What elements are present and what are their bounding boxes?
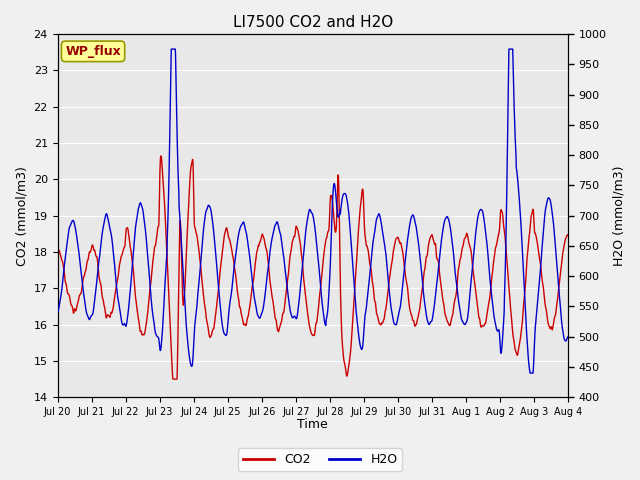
CO2 xyxy=(169,376,177,382)
CO2 xyxy=(461,235,469,241)
Line: H2O: H2O xyxy=(58,49,568,373)
CO2 xyxy=(54,249,61,255)
Legend: CO2, H2O: CO2, H2O xyxy=(237,448,403,471)
H2O xyxy=(168,46,175,52)
H2O xyxy=(339,194,346,200)
CO2 xyxy=(534,242,541,248)
CO2 xyxy=(328,193,335,199)
H2O xyxy=(328,231,335,237)
H2O xyxy=(196,267,204,273)
H2O xyxy=(519,262,527,268)
Title: LI7500 CO2 and H2O: LI7500 CO2 and H2O xyxy=(233,15,393,30)
Y-axis label: H2O (mmol/m3): H2O (mmol/m3) xyxy=(612,166,625,266)
Text: WP_flux: WP_flux xyxy=(65,45,121,58)
CO2 xyxy=(157,153,165,159)
Y-axis label: CO2 (mmol/m3): CO2 (mmol/m3) xyxy=(15,166,28,265)
CO2 xyxy=(564,232,572,238)
H2O xyxy=(526,370,534,376)
H2O xyxy=(564,334,572,339)
CO2 xyxy=(339,345,346,351)
CO2 xyxy=(196,260,204,265)
H2O xyxy=(534,301,541,307)
X-axis label: Time: Time xyxy=(298,419,328,432)
CO2 xyxy=(520,305,527,311)
H2O xyxy=(54,310,61,315)
H2O xyxy=(461,322,468,327)
Line: CO2: CO2 xyxy=(58,156,568,379)
